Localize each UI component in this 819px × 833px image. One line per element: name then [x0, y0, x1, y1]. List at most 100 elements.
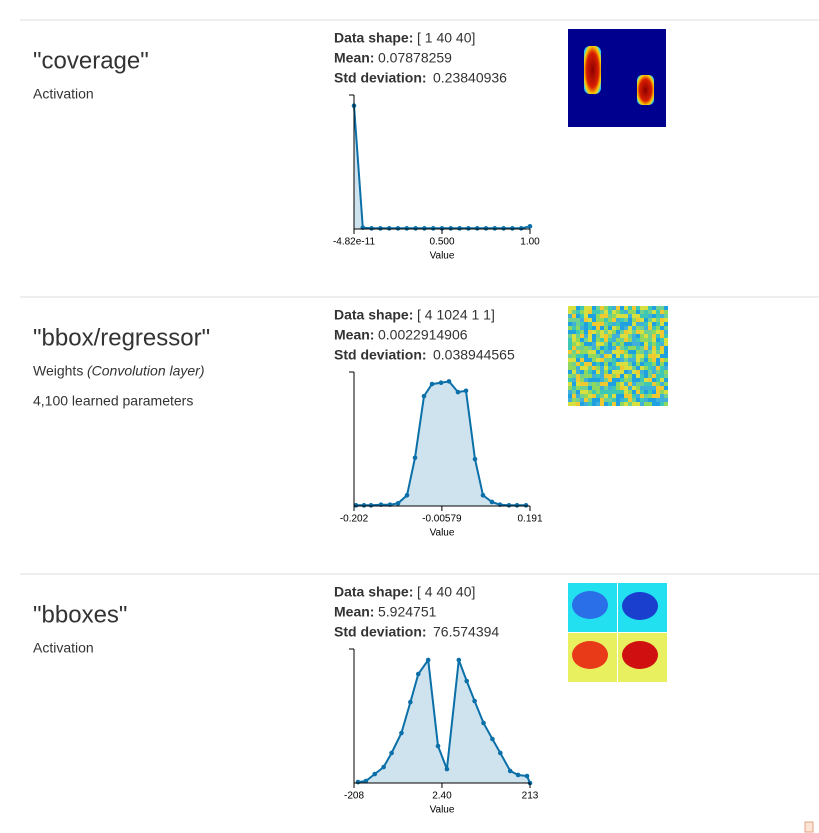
point — [490, 736, 495, 742]
point — [395, 226, 401, 231]
point — [361, 503, 367, 508]
point — [422, 226, 427, 231]
x-tick-label: -0.202 — [340, 514, 369, 525]
stat-label: Mean: — [334, 50, 374, 66]
x-tick-label: 2.40 — [432, 791, 452, 802]
point — [448, 226, 454, 231]
thumbnail — [568, 306, 668, 406]
point — [515, 772, 521, 778]
layer-kind: Weights — [33, 363, 83, 379]
point — [501, 226, 506, 231]
stat-value: 0.038944565 — [433, 347, 515, 363]
thumbnail — [568, 583, 667, 682]
point — [408, 699, 413, 705]
point — [506, 503, 512, 508]
x-tick-label: -4.82e-11 — [333, 237, 376, 248]
stat-value: [ 4 40 40] — [417, 584, 475, 600]
stat-value: [ 1 40 40] — [417, 30, 475, 46]
point — [466, 226, 471, 231]
point — [455, 389, 461, 395]
x-tick-label: 213 — [522, 791, 539, 802]
stat-label: Data shape: — [334, 30, 413, 46]
point — [404, 226, 410, 231]
corner-icon — [804, 821, 814, 833]
x-tick-label: -0.00579 — [422, 514, 462, 525]
point — [395, 501, 401, 506]
point — [524, 773, 530, 779]
point — [430, 226, 436, 231]
stat-value: 5.924751 — [378, 604, 437, 620]
point — [438, 380, 444, 386]
stat-value: 0.23840936 — [433, 70, 507, 86]
x-tick-label: 0.191 — [517, 514, 542, 525]
point — [507, 768, 513, 774]
histogram: -208 2.40 213 Value — [344, 648, 539, 816]
point — [472, 698, 477, 704]
x-tick-label: 1.00 — [520, 237, 540, 248]
point — [386, 226, 392, 231]
point — [510, 226, 515, 231]
point — [481, 720, 486, 726]
point — [378, 226, 383, 231]
point — [514, 503, 520, 508]
point — [404, 492, 410, 498]
stat-label: Mean: — [334, 604, 374, 620]
point — [369, 226, 374, 231]
point — [413, 226, 418, 231]
point — [463, 388, 469, 394]
point — [415, 671, 421, 677]
point — [429, 381, 435, 387]
stat-label: Data shape: — [334, 584, 413, 600]
point — [355, 779, 361, 785]
point — [389, 750, 394, 756]
stat-value: 76.574394 — [433, 624, 499, 640]
x-tick-label: -208 — [344, 791, 364, 802]
area — [356, 381, 527, 506]
point — [518, 226, 524, 231]
param-count: 4,100 learned parameters — [33, 393, 193, 409]
point — [435, 743, 441, 749]
stat-value: 0.07878259 — [378, 50, 452, 66]
section-title: "bbox/regressor" — [33, 324, 210, 351]
point — [399, 730, 404, 736]
stat-label: Std deviation: — [334, 624, 427, 640]
histogram: -4.82e-11 0.500 1.00 Value — [333, 94, 540, 262]
point — [456, 657, 462, 663]
line — [353, 105, 531, 230]
point — [412, 455, 418, 461]
stat-label: Data shape: — [334, 307, 413, 323]
layer-kind: Activation — [33, 640, 94, 656]
point — [444, 766, 450, 772]
x-axis-label: Value — [430, 251, 455, 262]
point — [483, 226, 489, 231]
area — [354, 105, 530, 229]
stat-label: Mean: — [334, 327, 374, 343]
point — [474, 226, 480, 231]
stat-value: 0.0022914906 — [378, 327, 468, 343]
point — [527, 224, 533, 229]
point — [425, 657, 431, 663]
point — [492, 226, 498, 231]
point — [489, 499, 495, 505]
point — [381, 764, 386, 770]
layer-kind: Activation — [33, 86, 94, 102]
point — [457, 226, 462, 231]
layer-type: (Convolution layer) — [87, 363, 205, 379]
stat-value: [ 4 1024 1 1] — [417, 307, 495, 323]
point — [363, 778, 369, 784]
point — [472, 456, 478, 462]
point — [464, 678, 470, 684]
x-axis-label: Value — [430, 805, 455, 816]
section-title: "bboxes" — [33, 601, 127, 628]
point — [523, 503, 529, 508]
area — [357, 660, 530, 783]
stat-label: Std deviation: — [334, 70, 427, 86]
thumbnail — [568, 29, 666, 127]
section-title: "coverage" — [33, 47, 149, 74]
point — [372, 771, 378, 777]
stat-label: Std deviation: — [334, 347, 427, 363]
histogram: -0.202 -0.00579 0.191 Value — [340, 371, 543, 539]
x-tick-label: 0.500 — [429, 237, 454, 248]
point — [368, 503, 374, 508]
